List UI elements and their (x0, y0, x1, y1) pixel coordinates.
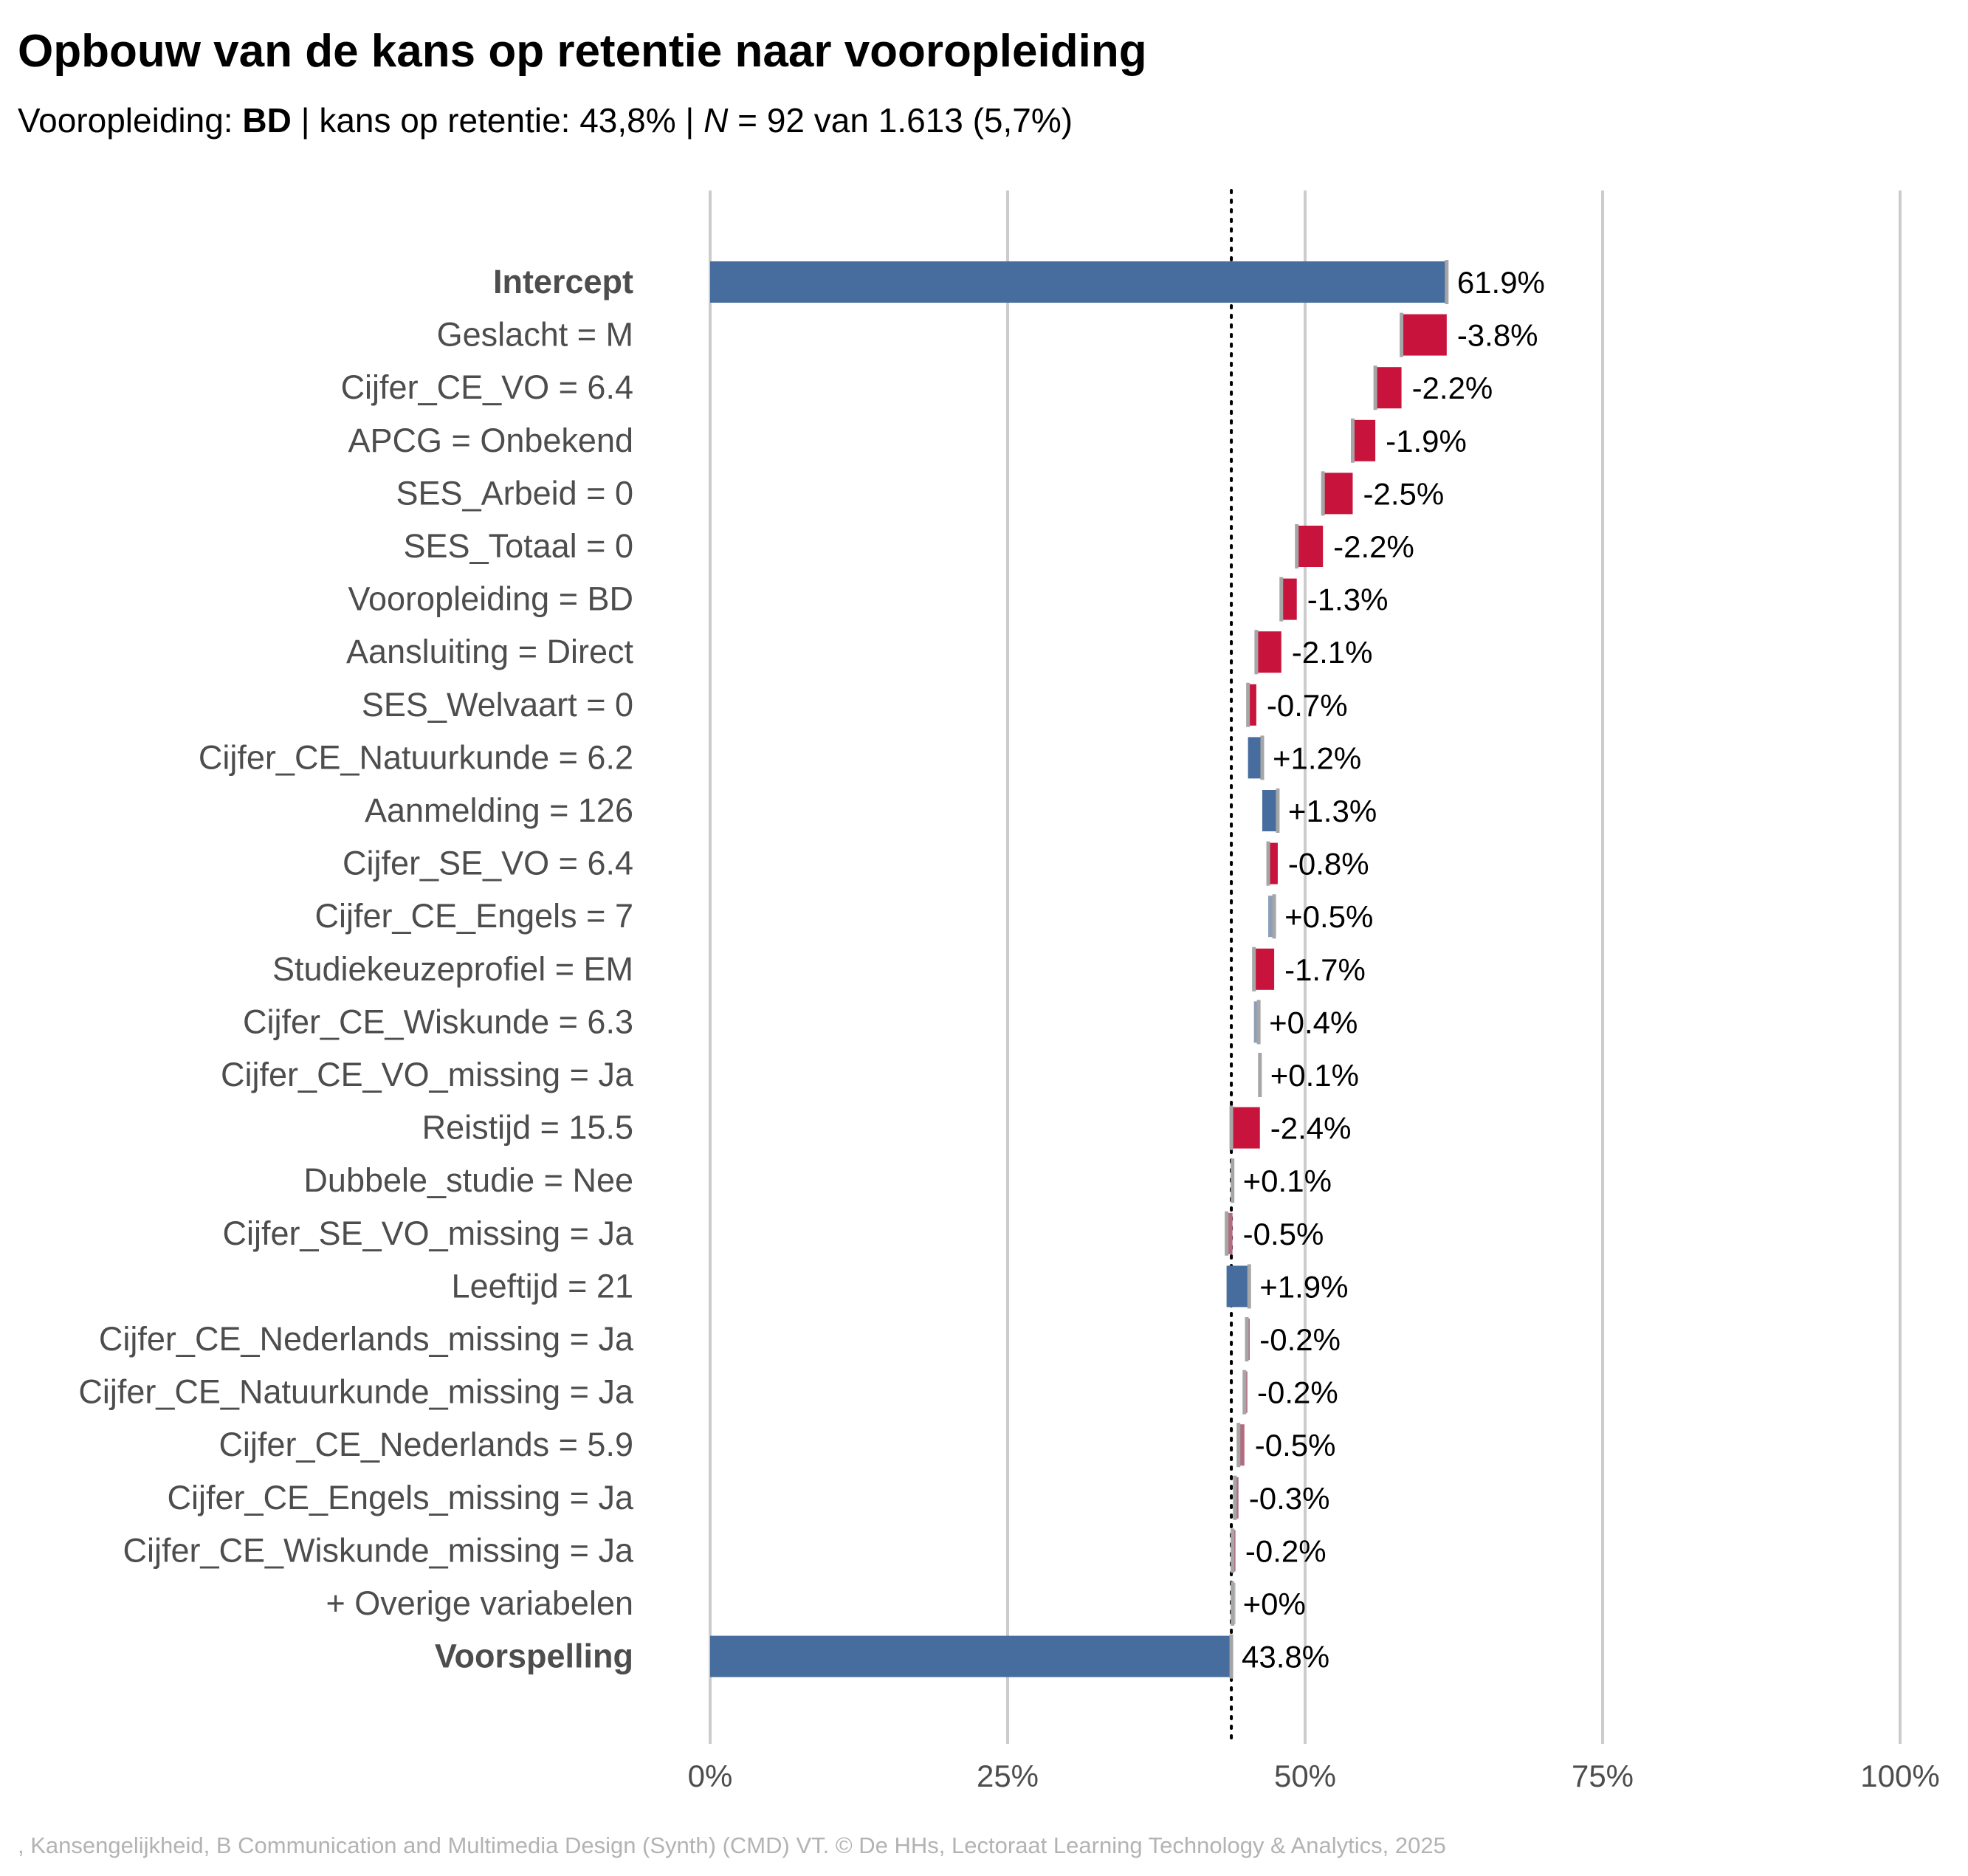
bar (1253, 948, 1275, 990)
category-label: Studiekeuzeprofiel = EM (272, 950, 633, 988)
bar (1226, 1265, 1250, 1308)
data-label: -0.7% (1267, 688, 1348, 723)
x-tick-label: 75% (1572, 1759, 1634, 1793)
category-label: Cijfer_SE_VO = 6.4 (343, 845, 633, 882)
data-label: +1.9% (1259, 1269, 1348, 1304)
chart-subtitle: Vooropleiding: BD | kans op retentie: 43… (18, 100, 1073, 140)
bar (1323, 473, 1353, 515)
bar (1253, 1001, 1259, 1043)
data-label: -0.2% (1245, 1533, 1327, 1568)
category-label: Cijfer_CE_Nederlands = 5.9 (219, 1426, 633, 1463)
data-label: +0.5% (1284, 899, 1373, 934)
category-label: Cijfer_CE_Engels_missing = Ja (167, 1479, 634, 1516)
bar (710, 1635, 1232, 1677)
bar (1262, 790, 1278, 831)
category-label: SES_Totaal = 0 (404, 527, 633, 565)
x-tick-label: 25% (977, 1759, 1039, 1793)
data-label: -3.8% (1457, 318, 1538, 353)
bar (1248, 684, 1256, 726)
category-label: SES_Arbeid = 0 (396, 474, 633, 512)
bar (1352, 419, 1376, 461)
category-label: Cijfer_CE_Natuurkunde = 6.2 (199, 738, 633, 776)
data-label: -0.8% (1288, 847, 1369, 882)
subtitle-middle: | kans op retentie: 43,8% | (291, 101, 704, 140)
subtitle-group: BD (242, 101, 292, 140)
bar (1248, 737, 1262, 779)
bar (710, 261, 1447, 303)
category-label: SES_Welvaart = 0 (362, 686, 633, 724)
data-label: +0.4% (1269, 1005, 1358, 1040)
category-label: Leeftijd = 21 (452, 1267, 633, 1305)
subtitle-suffix: = 92 van 1.613 (5,7%) (728, 101, 1073, 140)
data-label: +0% (1243, 1587, 1306, 1621)
data-label: 61.9% (1457, 265, 1545, 300)
category-label: Dubbele_studie = Nee (303, 1161, 633, 1199)
category-label: Cijfer_CE_Wiskunde = 6.3 (243, 1003, 633, 1040)
category-label: Vooropleiding = BD (348, 580, 633, 618)
data-label: -2.5% (1363, 476, 1444, 511)
x-tick-label: 0% (688, 1759, 733, 1793)
category-label: Cijfer_CE_VO_missing = Ja (221, 1056, 634, 1093)
category-label: APCG = Onbekend (348, 422, 633, 459)
bar (1256, 631, 1281, 673)
bar (1268, 842, 1278, 884)
data-label: -0.2% (1259, 1322, 1341, 1357)
data-label: -1.7% (1284, 952, 1366, 987)
data-label: -1.9% (1386, 424, 1467, 458)
category-label: Voorspelling (435, 1638, 633, 1675)
category-label: Cijfer_SE_VO_missing = Ja (223, 1214, 634, 1252)
category-label: Cijfer_CE_Nederlands_missing = Ja (99, 1320, 634, 1358)
subtitle-n-symbol: N (703, 101, 729, 140)
category-label: Cijfer_CE_Wiskunde_missing = Ja (123, 1531, 633, 1569)
waterfall-chart: 0% 25% 50% 75% 100% Intercept 61.9% Geslacht = … (78, 189, 1940, 1793)
bar (1281, 578, 1297, 620)
chart-title: Opbouw van de kans op retentie naar voor… (18, 26, 1147, 77)
category-label: Aansluiting = Direct (346, 633, 633, 670)
bar (1226, 1212, 1233, 1254)
data-label: -0.5% (1243, 1217, 1324, 1251)
data-label: -0.5% (1255, 1428, 1336, 1463)
category-label: Cijfer_CE_Natuurkunde_missing = Ja (78, 1373, 634, 1411)
subtitle-prefix: Vooropleiding: (18, 101, 243, 140)
data-label: +0.1% (1243, 1164, 1332, 1198)
category-label: Reistijd = 15.5 (422, 1109, 633, 1147)
data-label: 43.8% (1242, 1640, 1329, 1674)
bar (1231, 1107, 1260, 1149)
bar (1238, 1424, 1245, 1466)
data-label: -2.1% (1292, 635, 1373, 670)
category-label: Geslacht = M (437, 316, 633, 354)
x-tick-label: 50% (1274, 1759, 1336, 1793)
category-label: Cijfer_CE_Engels = 7 (315, 897, 633, 935)
bar (1375, 367, 1402, 409)
category-label: + Overige variabelen (326, 1584, 634, 1622)
category-label: Intercept (493, 263, 633, 300)
bar (1268, 896, 1275, 938)
category-label: Aanmelding = 126 (365, 791, 633, 829)
chart-caption: , Kansengelijkheid, B Communication and … (18, 1832, 1446, 1858)
data-label: -2.4% (1270, 1111, 1352, 1146)
data-label: -1.3% (1307, 583, 1389, 617)
data-label: +1.3% (1288, 794, 1377, 828)
bar (1401, 314, 1447, 356)
bar (1296, 526, 1324, 567)
data-label: -0.3% (1249, 1481, 1330, 1516)
data-label: -0.2% (1257, 1375, 1338, 1410)
x-tick-label: 100% (1860, 1759, 1939, 1793)
data-label: -2.2% (1412, 371, 1493, 405)
data-label: +0.1% (1270, 1058, 1359, 1093)
category-label: Cijfer_CE_VO = 6.4 (341, 368, 633, 406)
data-label: -2.2% (1333, 529, 1414, 564)
data-label: +1.2% (1273, 741, 1361, 775)
